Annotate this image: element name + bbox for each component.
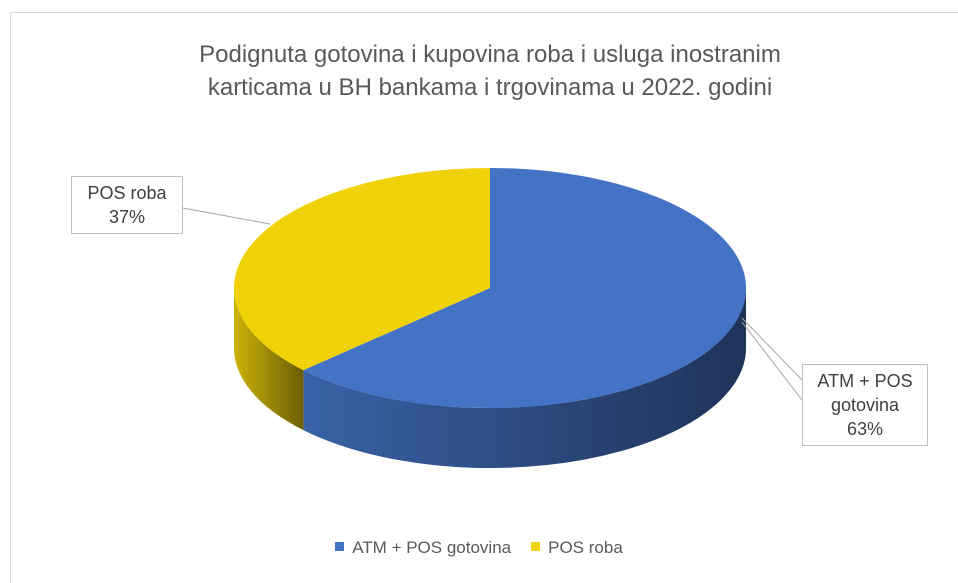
legend-label: ATM + POS gotovina <box>352 538 512 557</box>
leader-line <box>182 207 271 225</box>
legend-swatch <box>531 542 541 552</box>
data-label-value: 63% <box>846 419 884 439</box>
leader-line <box>741 317 803 381</box>
leader-line <box>741 321 803 401</box>
pie-slice <box>303 168 747 408</box>
side-shade <box>303 288 746 468</box>
pie-slice <box>233 168 490 371</box>
legend-label: POS roba <box>548 538 623 557</box>
chart-border <box>10 12 958 583</box>
data-label: POS roba 37% <box>71 176 183 234</box>
legend-swatch <box>335 542 345 552</box>
legend-item: ATM + POS gotovina <box>335 538 511 558</box>
data-label-value: 37% <box>108 207 146 227</box>
data-label-category: POS roba <box>87 183 167 203</box>
legend: ATM + POS gotovina POS roba <box>0 538 958 558</box>
data-label: ATM + POS gotovina 63% <box>802 364 928 446</box>
legend-item: POS roba <box>531 538 623 558</box>
chart-title: Podignuta gotovina i kupovina roba i usl… <box>199 41 781 101</box>
side-shade <box>234 288 304 431</box>
data-label-category: ATM + POS gotovina <box>817 371 913 415</box>
